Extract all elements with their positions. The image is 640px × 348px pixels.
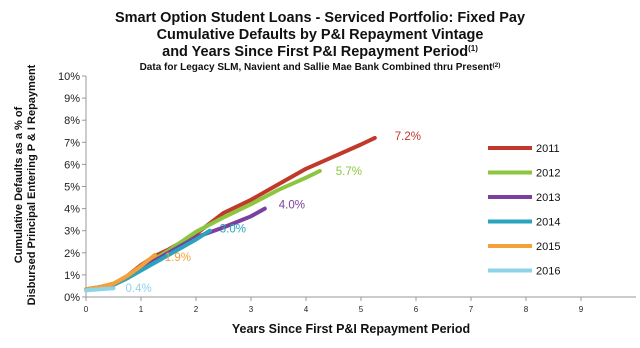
x-tick-label: 9	[579, 305, 584, 314]
legend-2014-label: 2014	[536, 217, 560, 229]
y-tick-label: 1%	[64, 270, 80, 282]
series-2016-line	[84, 286, 116, 293]
y-tick-label: 4%	[64, 204, 80, 216]
x-tick-label: 1	[139, 305, 144, 314]
y-tick-label: 10%	[58, 71, 80, 83]
y-tick-label: 5%	[64, 182, 80, 194]
x-axis-label: Years Since First P&I Repayment Period	[232, 322, 470, 336]
x-tick-label: 0	[84, 305, 89, 314]
legend: 2011 2012 2013 2014 2015 2016	[488, 143, 560, 278]
chart-subtitle-text: Data for Legacy SLM, Navient and Sallie …	[140, 62, 494, 73]
x-tick-label: 7	[469, 305, 474, 314]
y-tick-label: 8%	[64, 115, 80, 127]
y-axis-label-line-2: Disbursed Principal Entering P & I Repay…	[26, 64, 38, 305]
x-tick-label: 2	[194, 305, 199, 314]
chart-title-line-3-text: and Years Since First P&I Repayment Peri…	[162, 44, 468, 60]
series-2015-end-label: 1.9%	[165, 252, 191, 264]
chart-title-footnote: (1)	[468, 44, 478, 53]
series-2016-end-label: 0.4%	[126, 283, 152, 295]
series-2012-line	[84, 169, 322, 292]
legend-2012-label: 2012	[536, 168, 560, 180]
legend-2016-label: 2016	[536, 266, 560, 278]
x-tick-label: 8	[524, 305, 529, 314]
y-tick-label: 3%	[64, 226, 80, 238]
chart-subtitle-footnote: (2)	[492, 62, 500, 69]
legend-2015-label: 2015	[536, 241, 560, 253]
y-tick-label: 9%	[64, 93, 80, 105]
plot-area: 0% 1% 2% 3% 4% 5% 6% 7% 8% 9% 10% 0 1 2 3 4 5 6 7 8 9 7.2% 5.7…	[58, 71, 636, 314]
y-tick-label: 6%	[64, 159, 80, 171]
y-axis-label-line-1: Cumulative Defaults as a % of	[13, 106, 25, 263]
series-2015-line	[84, 253, 157, 292]
chart-title-line-2: Cumulative Defaults by P&I Repayment Vin…	[157, 27, 484, 43]
series-2011-end-label: 7.2%	[395, 131, 421, 143]
chart-subtitle: Data for Legacy SLM, Navient and Sallie …	[140, 62, 501, 73]
legend-2011-label: 2011	[536, 143, 560, 155]
chart-title-line-1: Smart Option Student Loans - Serviced Po…	[115, 10, 525, 26]
y-tick-label: 0%	[64, 292, 80, 304]
series-2013-end-label: 4.0%	[279, 200, 305, 212]
y-tick-label: 7%	[64, 137, 80, 149]
x-tick-label: 3	[249, 305, 254, 314]
y-tick-label: 2%	[64, 248, 80, 260]
x-tick-label: 5	[359, 305, 364, 314]
series-2014-end-label: 3.0%	[220, 224, 246, 236]
chart-title-line-3: and Years Since First P&I Repayment Peri…	[162, 44, 478, 60]
legend-2013-label: 2013	[536, 192, 560, 204]
series-2012-end-label: 5.7%	[336, 166, 362, 178]
x-tick-label: 4	[304, 305, 309, 314]
x-tick-label: 6	[414, 305, 419, 314]
